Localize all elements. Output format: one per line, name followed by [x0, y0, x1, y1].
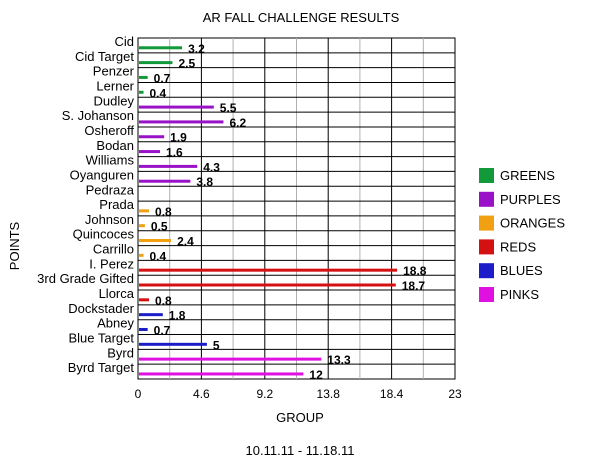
category-label: Oyanguren: [70, 167, 134, 182]
bar: [139, 90, 144, 94]
bar: [139, 75, 148, 79]
data-label: 0.7: [154, 71, 171, 85]
bar: [139, 164, 198, 168]
category-label: S. Johanson: [62, 108, 134, 123]
data-label: 1.9: [170, 131, 187, 145]
bar: [139, 46, 183, 50]
legend-label: GREENS: [500, 168, 555, 183]
data-label: 0.4: [150, 86, 167, 100]
bar: [139, 253, 144, 257]
data-label: 2.5: [178, 57, 195, 71]
bar: [139, 150, 161, 154]
bar: [139, 61, 173, 65]
data-label: 18.7: [402, 279, 426, 293]
bar: [139, 342, 207, 346]
bar: [139, 313, 163, 317]
bar: [139, 105, 214, 109]
data-label: 3.8: [196, 175, 213, 189]
category-label: 3rd Grade Gifted: [37, 271, 134, 286]
x-axis-label: GROUP: [276, 410, 324, 425]
bar: [139, 372, 304, 376]
bar: [139, 209, 150, 213]
legend-swatch: [479, 215, 494, 231]
grid: [137, 37, 456, 380]
legend-label: ORANGES: [500, 216, 565, 231]
bar: [139, 135, 165, 139]
bar: [139, 357, 322, 361]
category-label: Johnson: [85, 212, 134, 227]
x-tick-label: 0: [135, 387, 142, 401]
legend: GREENS PURPLES ORANGES REDS BLUES PINKS: [479, 168, 565, 302]
bars: [139, 46, 398, 376]
legend-swatch: [479, 191, 494, 207]
category-label: Pedraza: [86, 182, 135, 197]
bar: [139, 298, 150, 302]
x-tick-label: 13.8: [317, 387, 341, 401]
x-tick-label: 9.2: [256, 387, 273, 401]
chart-subtitle: 10.11.11 - 11.18.11: [246, 443, 355, 458]
category-label: Llorca: [99, 286, 135, 301]
data-label: 0.7: [154, 323, 171, 337]
legend-label: BLUES: [500, 263, 543, 278]
legend-swatch: [479, 263, 494, 279]
data-label: 0.5: [151, 220, 168, 234]
x-tick-labels: 0 4.6 9.2 13.8 18.4 23: [135, 387, 462, 401]
category-label: Bodan: [96, 138, 134, 153]
category-label: Dockstader: [68, 301, 134, 316]
legend-swatch: [479, 287, 494, 302]
bar: [139, 120, 224, 124]
category-label: Quincoces: [73, 227, 135, 242]
data-label: 4.3: [203, 160, 220, 174]
legend-label: PURPLES: [500, 192, 561, 207]
value-labels: 3.22.50.70.45.56.21.91.64.33.80.80.52.40…: [150, 42, 427, 382]
data-label: 0.8: [155, 205, 172, 219]
bar: [139, 283, 396, 287]
x-tick-label: 23: [448, 387, 462, 401]
legend-label: PINKS: [500, 287, 539, 302]
data-label: 1.6: [166, 146, 183, 160]
bar: [139, 239, 172, 243]
data-label: 18.8: [403, 264, 427, 278]
bar: [139, 224, 145, 228]
x-tick-label: 18.4: [380, 387, 404, 401]
data-label: 5.5: [220, 101, 237, 115]
chart-title: AR FALL CHALLENGE RESULTS: [203, 10, 400, 25]
bar: [139, 268, 398, 272]
legend-swatch: [479, 168, 494, 183]
category-label: Penzer: [93, 64, 135, 79]
legend-swatch: [479, 239, 494, 255]
data-label: 12: [309, 368, 323, 382]
data-label: 6.2: [229, 116, 246, 130]
data-label: 0.4: [150, 249, 167, 263]
data-label: 5: [213, 338, 220, 352]
category-label: Osheroff: [84, 123, 134, 138]
x-tick-label: 4.6: [193, 387, 210, 401]
y-axis-label: POINTS: [7, 221, 22, 270]
category-label: I. Perez: [89, 256, 134, 271]
category-label: Lerner: [96, 78, 134, 93]
data-label: 2.4: [177, 235, 194, 249]
category-label: Dudley: [94, 93, 135, 108]
category-label: Abney: [97, 316, 134, 331]
data-label: 1.8: [169, 309, 186, 323]
data-label: 3.2: [188, 42, 205, 56]
bar: [139, 179, 191, 183]
category-label: Blue Target: [68, 331, 134, 346]
category-label: Williams: [86, 153, 135, 168]
category-label: Prada: [99, 197, 134, 212]
category-label: Cid Target: [75, 49, 134, 64]
data-label: 0.8: [155, 294, 172, 308]
category-label: Carrillo: [93, 242, 134, 257]
category-label: Byrd Target: [68, 360, 135, 375]
data-label: 13.3: [327, 353, 351, 367]
legend-label: REDS: [500, 239, 536, 254]
bar: [139, 327, 148, 331]
category-label: Cid: [114, 34, 134, 49]
category-label: Byrd: [107, 345, 134, 360]
